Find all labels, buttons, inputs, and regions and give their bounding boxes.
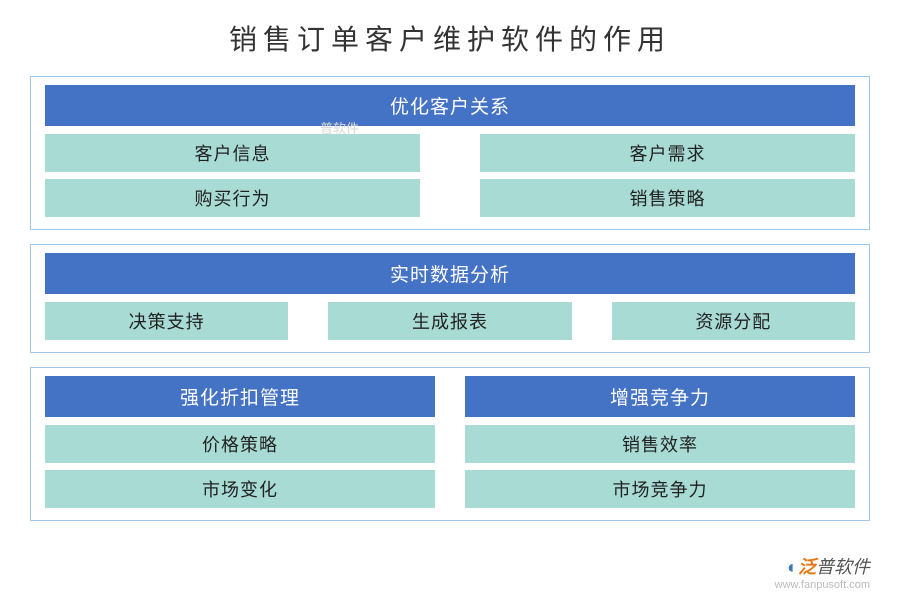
item-decision-support: 决策支持 [45,302,288,340]
brand-rest: 普软件 [816,557,870,577]
col-discount-mgmt: 强化折扣管理 价格策略 市场变化 [45,376,435,508]
page-title: 销售订单客户维护软件的作用 [30,18,870,58]
section-realtime-analysis: 实时数据分析 决策支持 生成报表 资源分配 [30,244,870,353]
globe-icon: ◐ [787,557,798,577]
item-price-strategy: 价格策略 [45,425,435,463]
section-header: 优化客户关系 [45,85,855,126]
item-row: 客户信息 客户需求 [45,134,855,172]
section-customer-relations: 优化客户关系 客户信息 客户需求 购买行为 销售策略 [30,76,870,230]
section-header: 强化折扣管理 [45,376,435,417]
col-competitiveness: 增强竞争力 销售效率 市场竞争力 [465,376,855,508]
item-market-competitiveness: 市场竞争力 [465,470,855,508]
item-generate-report: 生成报表 [328,302,571,340]
item-row: 决策支持 生成报表 资源分配 [45,302,855,340]
brand-url: www.fanpusoft.com [775,579,870,592]
item-row: 购买行为 销售策略 [45,179,855,217]
brand-prefix: 泛 [798,557,816,577]
watermark-logo: ◐泛普软件 www.fanpusoft.com [775,557,870,592]
section-header: 实时数据分析 [45,253,855,294]
dual-container: 强化折扣管理 价格策略 市场变化 增强竞争力 销售效率 市场竞争力 [45,376,855,508]
item-customer-info: 客户信息 [45,134,420,172]
item-sales-strategy: 销售策略 [480,179,855,217]
item-resource-allocation: 资源分配 [612,302,855,340]
item-market-change: 市场变化 [45,470,435,508]
item-customer-needs: 客户需求 [480,134,855,172]
item-purchase-behavior: 购买行为 [45,179,420,217]
brand-text: ◐泛普软件 [775,557,870,579]
section-header: 增强竞争力 [465,376,855,417]
section-dual: 强化折扣管理 价格策略 市场变化 增强竞争力 销售效率 市场竞争力 [30,367,870,521]
item-sales-efficiency: 销售效率 [465,425,855,463]
